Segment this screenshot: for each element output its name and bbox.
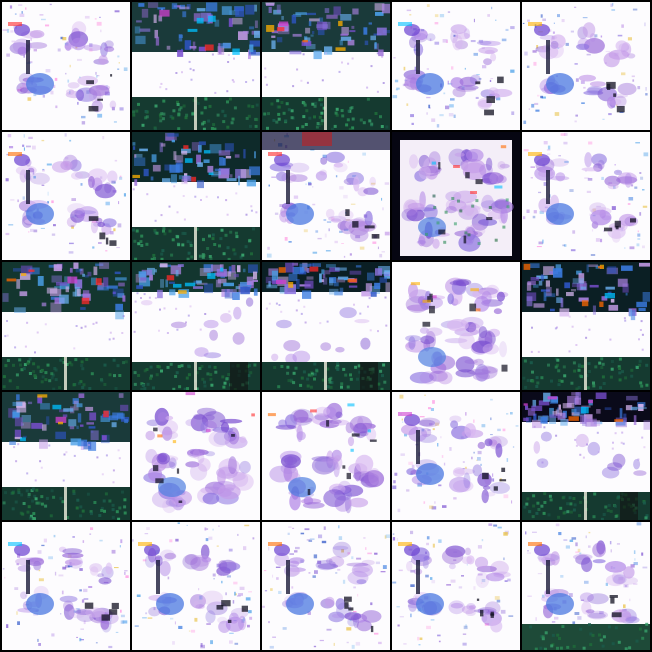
sample-tile bbox=[2, 2, 130, 130]
sample-tile bbox=[262, 2, 390, 130]
sample-tile bbox=[132, 2, 260, 130]
sample-tile bbox=[522, 392, 650, 520]
sample-image bbox=[262, 2, 390, 130]
sample-image bbox=[522, 2, 650, 130]
sample-image bbox=[132, 392, 260, 520]
sample-tile bbox=[262, 522, 390, 650]
sample-image bbox=[132, 2, 260, 130]
sample-tile bbox=[262, 392, 390, 520]
sample-tile bbox=[392, 522, 520, 650]
sample-tile bbox=[392, 262, 520, 390]
sample-tile bbox=[262, 262, 390, 390]
sample-image bbox=[132, 262, 260, 390]
sample-tile bbox=[522, 262, 650, 390]
sample-image bbox=[132, 132, 260, 260]
sample-image bbox=[392, 392, 520, 520]
sample-tile bbox=[2, 132, 130, 260]
sample-tile bbox=[262, 132, 390, 260]
sample-image bbox=[262, 132, 390, 260]
sample-tile bbox=[132, 262, 260, 390]
sample-image bbox=[392, 262, 520, 390]
sample-tile bbox=[392, 2, 520, 130]
sample-image bbox=[2, 2, 130, 130]
sample-image bbox=[132, 522, 260, 650]
sample-image bbox=[392, 522, 520, 650]
sample-tile bbox=[132, 132, 260, 260]
sample-image bbox=[2, 132, 130, 260]
sample-image bbox=[392, 132, 520, 260]
sample-image bbox=[262, 522, 390, 650]
sample-tile bbox=[132, 522, 260, 650]
sample-image bbox=[262, 392, 390, 520]
sample-tile bbox=[522, 132, 650, 260]
sample-image bbox=[2, 392, 130, 520]
sample-tile bbox=[522, 522, 650, 650]
sample-tile bbox=[132, 392, 260, 520]
sample-image bbox=[522, 132, 650, 260]
sample-image bbox=[392, 2, 520, 130]
sample-tile bbox=[522, 2, 650, 130]
sample-image bbox=[522, 262, 650, 390]
sample-image bbox=[522, 522, 650, 650]
sample-tile bbox=[2, 392, 130, 520]
sample-image bbox=[2, 262, 130, 390]
sample-image bbox=[2, 522, 130, 650]
sample-image bbox=[262, 262, 390, 390]
sample-tile bbox=[392, 392, 520, 520]
sample-image bbox=[522, 392, 650, 520]
sample-tile bbox=[2, 522, 130, 650]
sample-tile bbox=[392, 132, 520, 260]
sample-tile bbox=[2, 262, 130, 390]
